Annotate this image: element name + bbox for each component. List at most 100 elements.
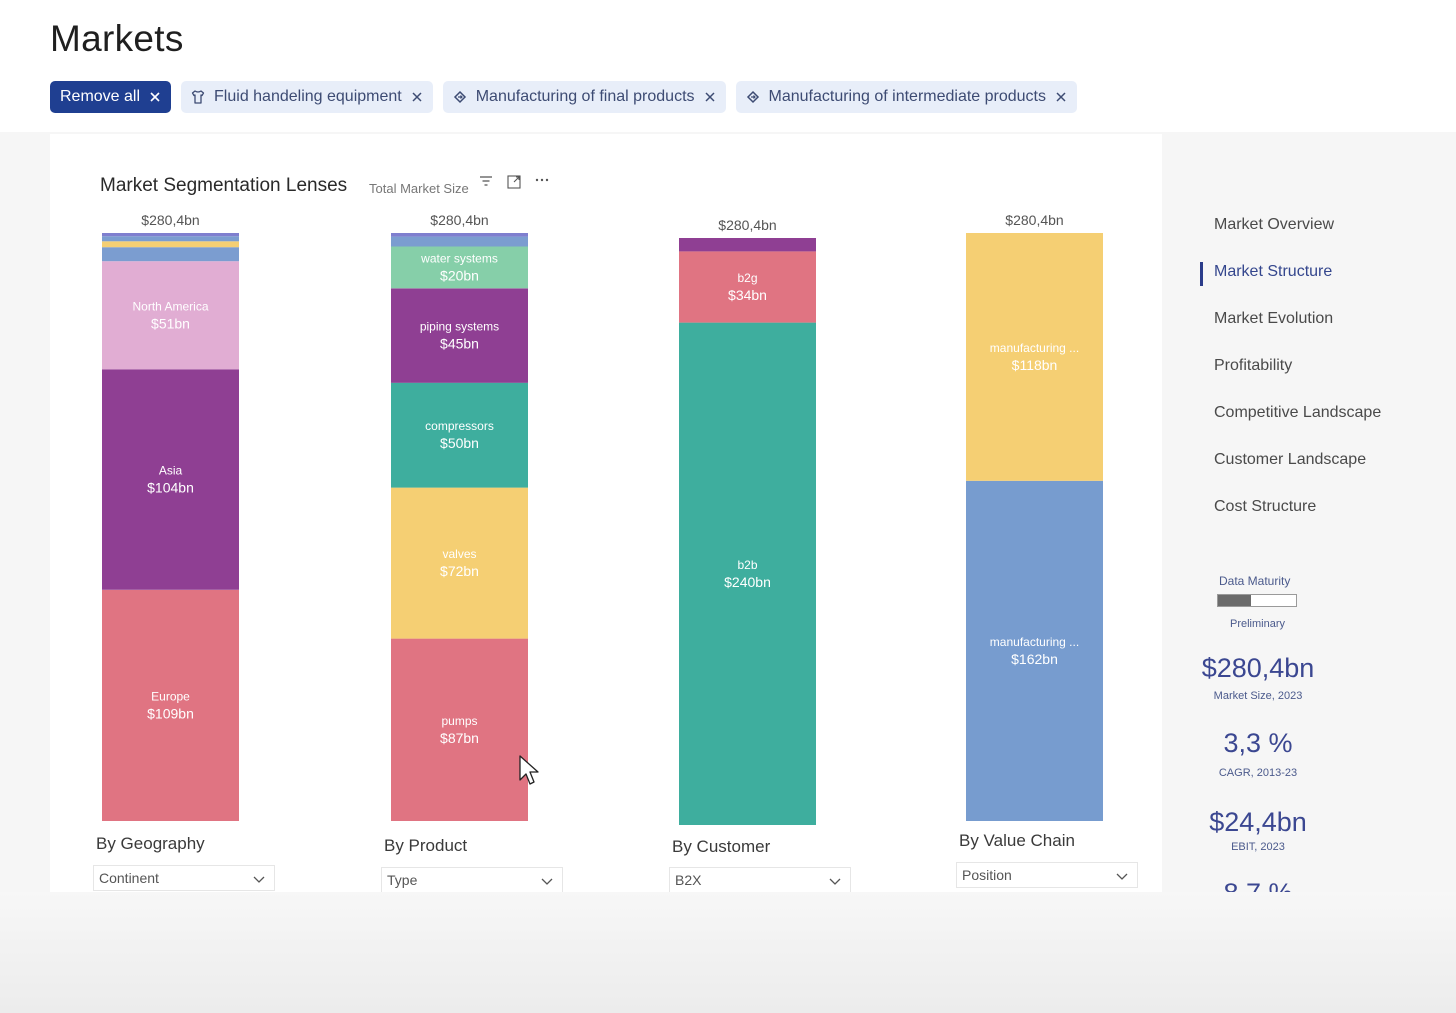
bar-segment[interactable] <box>391 487 528 639</box>
segment-value-label: $240bn <box>724 574 771 590</box>
kpi-market-size-label: Market Size, 2023 <box>1213 690 1303 702</box>
bar-segment[interactable] <box>391 236 528 247</box>
nav-item-market-structure[interactable]: Market Structure <box>1214 263 1333 280</box>
header: Markets Remove all Fluid handeling equip… <box>0 0 1456 132</box>
segment-name-label: Asia <box>159 464 183 478</box>
lens-label-customer: By Customer <box>672 837 771 856</box>
bar-segment[interactable] <box>679 251 816 323</box>
kpi-cagr-value: 3,3 % <box>1223 728 1293 758</box>
segment-value-label: $162bn <box>1011 651 1058 667</box>
data-maturity-fill <box>1218 595 1251 606</box>
segmentation-chart: $280,4bn Europe $109bn Asia $104bn North Amer… <box>102 212 1103 825</box>
data-maturity-bar <box>1217 594 1297 607</box>
close-icon[interactable] <box>411 91 423 103</box>
bar-total-label: $280,4bn <box>1005 212 1063 228</box>
segment-value-label: $109bn <box>147 705 194 721</box>
filter-chip-intermediate-products[interactable]: Manufacturing of intermediate products <box>735 81 1077 113</box>
mouse-cursor-icon <box>519 755 539 785</box>
bar-segment[interactable] <box>966 233 1103 481</box>
segment-name-label: b2b <box>737 558 757 572</box>
filter-chip-label: Fluid handeling equipment <box>214 88 402 105</box>
diamond-arrow-icon <box>745 89 761 105</box>
expand-icon[interactable] <box>506 174 522 190</box>
bar-segment[interactable] <box>391 288 528 383</box>
segment-name-label: compressors <box>425 419 494 433</box>
more-icon[interactable] <box>534 174 550 190</box>
bar-segment[interactable] <box>102 233 239 237</box>
nav-item-customer-landscape[interactable]: Customer Landscape <box>1214 451 1367 468</box>
bar-segment[interactable] <box>966 480 1103 821</box>
bar-total-label: $280,4bn <box>430 212 488 228</box>
segmentation-panel: Market Segmentation Lenses Total Market … <box>50 134 1162 893</box>
nav-item-competitive-landscape[interactable]: Competitive Landscape <box>1214 404 1382 421</box>
segment-name-label: North America <box>132 299 208 313</box>
filter-chips: Remove all Fluid handeling equipment Man… <box>50 81 1077 113</box>
product-dropdown[interactable]: Type <box>381 867 563 893</box>
nav-item-market-overview[interactable]: Market Overview <box>1214 216 1335 233</box>
lens-label-geography: By Geography <box>96 834 205 853</box>
diamond-arrow-icon <box>452 89 468 105</box>
bar-total-label: $280,4bn <box>141 212 199 228</box>
segment-name-label: Europe <box>151 689 190 703</box>
segment-value-label: $20bn <box>440 267 479 283</box>
kpi-cagr-label: CAGR, 2013-23 <box>1218 767 1298 779</box>
segment-name-label: water systems <box>420 251 498 265</box>
segment-value-label: $118bn <box>1012 357 1058 373</box>
nav-item-cost-structure[interactable]: Cost Structure <box>1214 498 1317 515</box>
value-chain-dropdown[interactable]: Position <box>956 862 1138 888</box>
close-icon[interactable] <box>704 91 716 103</box>
segment-name-label: valves <box>442 547 476 561</box>
panel-toolbar <box>478 174 550 190</box>
segment-name-label: b2g <box>737 271 757 285</box>
segment-name-label: manufacturing ... <box>990 341 1079 355</box>
shirt-icon <box>190 89 206 105</box>
data-maturity-label: Data Maturity <box>1219 574 1291 588</box>
bar-segment[interactable] <box>679 238 816 252</box>
kpi-ebit-label: EBIT, 2023 <box>1231 841 1285 853</box>
filter-chip-final-products[interactable]: Manufacturing of final products <box>442 81 726 113</box>
nav-item-profitability[interactable]: Profitability <box>1214 357 1293 374</box>
segment-value-label: $87bn <box>440 730 479 746</box>
chevron-down-icon <box>540 874 554 888</box>
kpi-ebit-value: $24,4bn <box>1209 807 1307 837</box>
segment-value-label: $51bn <box>151 315 190 331</box>
chevron-down-icon <box>1115 869 1129 883</box>
dropdown-value: Continent <box>99 870 159 886</box>
bar-total-label: $280,4bn <box>718 217 776 233</box>
bar-segment[interactable] <box>391 233 528 237</box>
bar-segment[interactable] <box>102 369 239 590</box>
bar-segment[interactable] <box>102 241 239 248</box>
nav-item-market-evolution[interactable]: Market Evolution <box>1214 310 1334 327</box>
dropdown-value: Type <box>387 872 418 888</box>
segment-value-label: $72bn <box>440 563 479 579</box>
chevron-down-icon <box>252 872 266 886</box>
bar-segment[interactable] <box>102 236 239 242</box>
bottom-overlay <box>0 892 1456 1013</box>
remove-all-label: Remove all <box>60 88 141 105</box>
active-nav-indicator <box>1200 262 1203 286</box>
bar-segment[interactable] <box>679 322 816 825</box>
bar-segment[interactable] <box>391 382 528 488</box>
bar-segment[interactable] <box>102 589 239 821</box>
filter-chip-label: Manufacturing of intermediate products <box>768 88 1046 105</box>
lens-label-product: By Product <box>384 836 468 855</box>
close-icon[interactable] <box>149 91 161 103</box>
remove-all-button[interactable]: Remove all <box>50 81 172 113</box>
segment-value-label: $50bn <box>440 435 479 451</box>
panel-subtitle: Total Market Size <box>369 181 469 196</box>
bar-segment[interactable] <box>102 261 239 370</box>
segment-value-label: $104bn <box>147 480 194 496</box>
close-icon[interactable] <box>1055 91 1067 103</box>
geography-dropdown[interactable]: Continent <box>93 865 275 891</box>
lens-label-value-chain: By Value Chain <box>959 831 1075 850</box>
customer-dropdown[interactable]: B2X <box>669 867 851 893</box>
page-title: Markets <box>50 18 184 59</box>
filter-chip-fluid-handling[interactable]: Fluid handeling equipment <box>181 81 433 113</box>
filter-icon[interactable] <box>478 174 494 190</box>
bar-segment[interactable] <box>102 247 239 262</box>
kpi-market-size-value: $280,4bn <box>1201 653 1315 683</box>
dropdown-value: Position <box>962 867 1012 883</box>
dropdown-value: B2X <box>675 872 702 888</box>
bar-segment[interactable] <box>391 246 528 289</box>
bar-segment[interactable] <box>391 638 528 821</box>
